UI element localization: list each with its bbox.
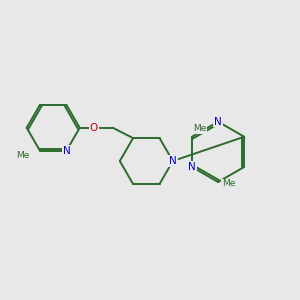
Text: N: N (63, 146, 70, 156)
Text: N: N (214, 117, 222, 127)
Text: O: O (90, 123, 98, 133)
Text: N: N (169, 156, 177, 166)
Text: Me: Me (194, 124, 207, 133)
Text: Me: Me (16, 151, 30, 160)
Text: Me: Me (222, 179, 235, 188)
Text: N: N (188, 162, 196, 172)
